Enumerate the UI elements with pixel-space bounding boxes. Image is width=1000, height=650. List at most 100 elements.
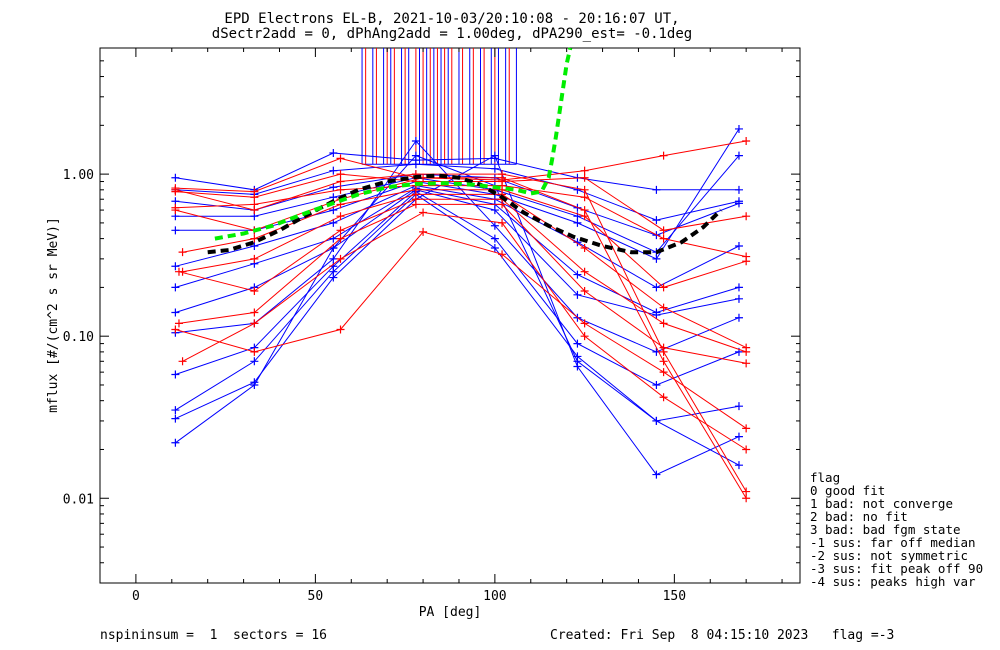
data-point bbox=[652, 470, 661, 479]
data-point bbox=[659, 319, 668, 328]
data-point bbox=[250, 254, 259, 263]
series-line bbox=[175, 185, 747, 258]
data-point bbox=[171, 206, 180, 215]
data-point bbox=[573, 218, 582, 227]
data-point bbox=[498, 200, 507, 209]
series-line bbox=[175, 173, 747, 231]
data-point bbox=[490, 151, 499, 160]
data-point bbox=[178, 357, 187, 366]
data-point bbox=[490, 206, 499, 215]
data-point bbox=[171, 438, 180, 447]
x-axis-ticks: 0 50 100 150 bbox=[132, 48, 783, 604]
legend-item: -3 sus: fit peak off 90 bbox=[810, 561, 983, 576]
data-point bbox=[250, 234, 259, 243]
data-point bbox=[580, 319, 589, 328]
data-point bbox=[329, 254, 338, 263]
data-point bbox=[250, 242, 259, 251]
series-red-17 bbox=[178, 190, 751, 352]
data-point bbox=[174, 319, 183, 328]
data-point bbox=[329, 166, 338, 175]
data-point bbox=[659, 226, 668, 235]
data-point bbox=[336, 154, 345, 163]
data-point bbox=[171, 370, 180, 379]
data-point bbox=[171, 262, 180, 271]
data-point bbox=[659, 393, 668, 402]
data-point bbox=[250, 206, 259, 215]
data-point bbox=[174, 267, 183, 276]
data-point bbox=[329, 148, 338, 157]
series-line bbox=[175, 190, 740, 386]
data-point bbox=[419, 227, 428, 236]
chart-title-line1: EPD Electrons EL-B, 2021-10-03/20:10:08 … bbox=[224, 11, 679, 27]
data-point bbox=[734, 242, 743, 251]
legend-title: flag bbox=[810, 470, 840, 485]
legend-item: -4 sus: peaks high var bbox=[810, 574, 976, 589]
fit-curve-layer bbox=[214, 47, 573, 241]
data-point bbox=[573, 290, 582, 299]
series-line bbox=[175, 185, 740, 288]
data-point bbox=[250, 193, 259, 202]
data-point bbox=[336, 170, 345, 179]
data-point bbox=[250, 319, 259, 328]
data-point bbox=[652, 311, 661, 320]
data-point bbox=[329, 273, 338, 282]
data-point bbox=[659, 357, 668, 366]
data-point bbox=[659, 234, 668, 243]
data-point bbox=[250, 357, 259, 366]
data-point bbox=[580, 267, 589, 276]
data-point bbox=[411, 137, 420, 146]
y-axis-ticks: 0.01 0.10 1.00 bbox=[63, 47, 800, 584]
data-point bbox=[652, 380, 661, 389]
data-point bbox=[734, 461, 743, 470]
data-point bbox=[652, 416, 661, 425]
plot-frame bbox=[99, 47, 801, 584]
series-line bbox=[175, 193, 740, 422]
legend-item: 2 bad: no fit bbox=[810, 509, 908, 524]
data-point bbox=[498, 173, 507, 182]
data-point bbox=[580, 193, 589, 202]
data-point bbox=[490, 234, 499, 243]
data-point bbox=[580, 244, 589, 253]
data-point bbox=[336, 185, 345, 194]
data-point bbox=[490, 244, 499, 253]
x-tick-label: 100 bbox=[483, 589, 506, 604]
data-point bbox=[329, 183, 338, 192]
data-point bbox=[171, 226, 180, 235]
series-line bbox=[175, 140, 740, 353]
y-axis-label: mflux [#/(cm^2 s sr MeV)] bbox=[46, 217, 61, 413]
data-point bbox=[336, 177, 345, 186]
series-line bbox=[175, 231, 747, 429]
chart-title-line2: dSectr2add = 0, dPhAng2add = 1.00deg, dP… bbox=[212, 26, 692, 42]
data-point bbox=[250, 287, 259, 296]
series-line bbox=[175, 177, 747, 499]
data-point bbox=[580, 166, 589, 175]
data-point bbox=[734, 313, 743, 322]
y-tick-label: 0.10 bbox=[63, 330, 94, 345]
legend-item: -2 sus: not symmetric bbox=[810, 548, 968, 563]
data-point bbox=[419, 208, 428, 217]
data-point bbox=[171, 414, 180, 423]
series-line bbox=[182, 193, 747, 349]
data-point bbox=[742, 137, 751, 146]
y-tick-label: 1.00 bbox=[63, 168, 94, 183]
median-curve bbox=[207, 173, 723, 255]
data-point bbox=[734, 199, 743, 208]
data-point bbox=[178, 248, 187, 257]
saturated-spikes bbox=[361, 48, 517, 165]
data-point bbox=[742, 257, 751, 266]
series-red-23 bbox=[171, 173, 751, 503]
data-point bbox=[171, 308, 180, 317]
series-blue-9 bbox=[171, 187, 743, 389]
data-point bbox=[250, 380, 259, 389]
legend-item: 1 bad: not converge bbox=[810, 496, 953, 511]
data-point bbox=[573, 185, 582, 194]
data-point bbox=[742, 212, 751, 221]
legend-item: 3 bad: bad fgm state bbox=[810, 522, 961, 537]
x-tick-label: 150 bbox=[663, 589, 686, 604]
footer-right: Created: Fri Sep 8 04:15:10 2023 flag =-… bbox=[550, 628, 894, 643]
series-red-19 bbox=[174, 200, 751, 368]
legend-item: 0 good fit bbox=[810, 483, 885, 498]
data-point bbox=[734, 402, 743, 411]
data-point bbox=[498, 218, 507, 227]
data-point bbox=[411, 200, 420, 209]
